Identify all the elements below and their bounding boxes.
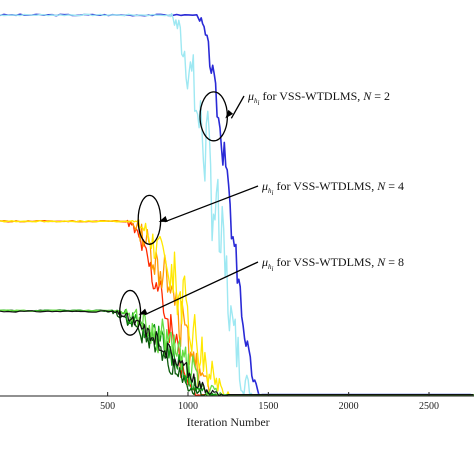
annotation-arrow [144,261,259,316]
x-tick-label: 2500 [419,401,439,412]
series-line [0,310,474,396]
x-ticks: 500 1000 1500 2000 2500 [100,392,439,412]
annotation-label: μhi for VSS-WTDLMS, N = 2 [247,89,390,107]
annotation-label: μhi for VSS-WTDLMS, N = 4 [261,179,404,197]
arrow-head [138,308,148,315]
axis-layer: 500 1000 1500 2000 2500 Iteration Number [0,392,474,429]
x-tick-label: 1000 [178,401,198,412]
series-layer [0,12,474,397]
x-axis-title: Iteration Number [187,415,270,429]
annotation-ellipse [119,289,142,336]
x-tick-label: 2000 [339,401,359,412]
annotation-ellipse [137,194,162,245]
arrow-head [225,109,234,119]
x-tick-label: 1500 [258,401,278,412]
annotation-label: μhi for VSS-WTDLMS, N = 8 [261,255,404,273]
arrow-head [158,216,168,222]
annotation-arrow [230,95,245,119]
x-tick-label: 500 [100,401,115,412]
annotation-layer: μhi for VSS-WTDLMS, N = 2 μhi for VSS-WTD… [119,89,404,336]
annotation-arrow [164,185,259,223]
